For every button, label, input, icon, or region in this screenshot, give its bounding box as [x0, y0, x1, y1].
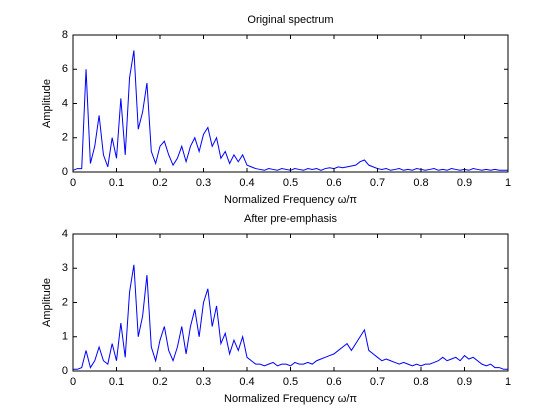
x-tick-label: 0.6: [326, 177, 341, 189]
x-tick-label: 0.3: [196, 376, 211, 388]
x-axis-label: Normalized Frequency ω/π: [224, 393, 357, 405]
y-tick-label: 4: [62, 228, 68, 240]
x-tick-label: 0: [70, 177, 76, 189]
x-tick-label: 0.4: [239, 177, 254, 189]
y-tick-label: 0: [62, 166, 68, 178]
y-tick-label: 0: [62, 365, 68, 377]
x-tick-label: 0.5: [283, 376, 298, 388]
y-axis-label: Amplitude: [41, 278, 53, 327]
x-axis-label: Normalized Frequency ω/π: [224, 194, 357, 206]
y-tick-label: 1: [62, 331, 68, 343]
x-tick-label: 0.9: [457, 376, 472, 388]
y-tick-label: 2: [62, 296, 68, 308]
x-tick-label: 0.8: [413, 177, 428, 189]
y-tick-label: 6: [62, 63, 68, 75]
x-tick-label: 0.5: [283, 177, 298, 189]
x-tick-label: 1: [505, 177, 511, 189]
x-tick-label: 0.7: [370, 376, 385, 388]
y-tick-label: 8: [62, 29, 68, 41]
y-tick-label: 2: [62, 132, 68, 144]
y-tick-label: 3: [62, 262, 68, 274]
x-tick-label: 0: [70, 376, 76, 388]
x-tick-label: 0.7: [370, 177, 385, 189]
x-tick-label: 1: [505, 376, 511, 388]
x-tick-label: 0.4: [239, 376, 254, 388]
x-tick-label: 0.3: [196, 177, 211, 189]
chart-title: After pre-emphasis: [244, 213, 337, 225]
x-tick-label: 0.9: [457, 177, 472, 189]
x-tick-label: 0.6: [326, 376, 341, 388]
x-tick-label: 0.8: [413, 376, 428, 388]
chart-title: Original spectrum: [247, 14, 333, 26]
y-tick-label: 4: [62, 97, 68, 109]
x-tick-label: 0.1: [109, 177, 124, 189]
x-tick-label: 0.2: [152, 376, 167, 388]
x-tick-label: 0.1: [109, 376, 124, 388]
spectrum-line: [73, 264, 508, 370]
axes-background: [73, 234, 508, 371]
axes-background: [73, 35, 508, 172]
x-tick-label: 0.2: [152, 177, 167, 189]
y-axis-label: Amplitude: [41, 79, 53, 128]
